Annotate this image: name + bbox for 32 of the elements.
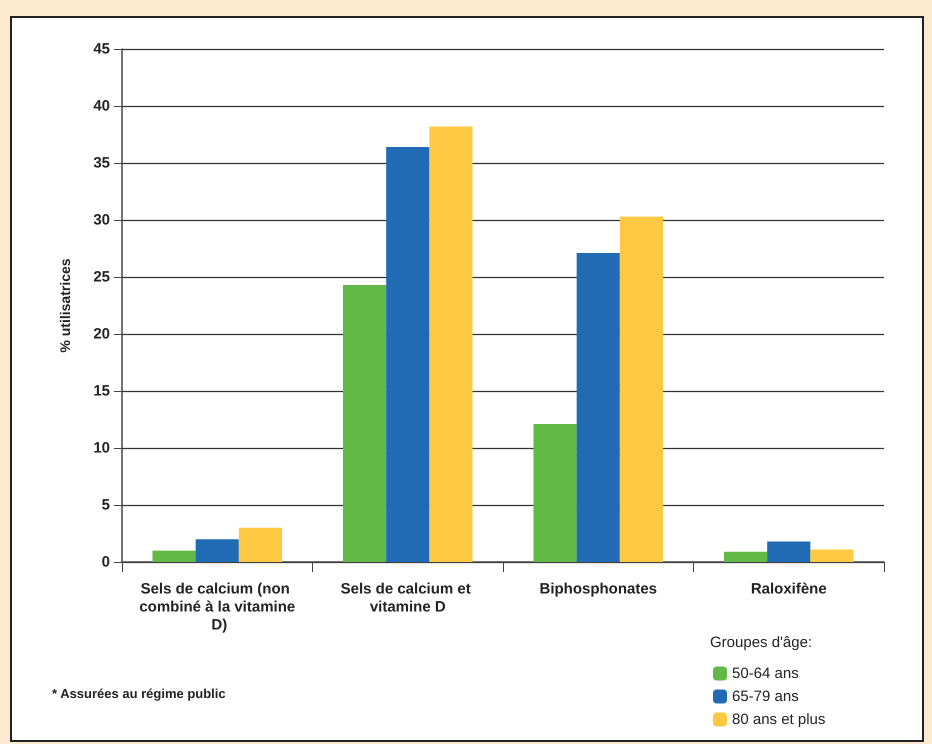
y-tick-label: 10 [93,440,110,456]
bar [386,147,430,562]
y-tick-label: 20 [93,326,110,342]
bar [810,549,854,562]
bar [576,253,620,562]
bar [620,216,664,562]
y-tick-label: 35 [93,154,110,172]
y-tick-label: 15 [93,382,110,400]
x-tick-label: Sels de calcium (non combiné à la vitamine D) [139,580,296,634]
y-tick-label: 25 [93,268,110,286]
y-tick-label: 0 [102,554,110,570]
y-tick-label: 45 [93,40,110,58]
y-tick-label: 5 [102,496,110,514]
bar [724,552,768,562]
x-tick-label: Raloxifène [750,580,827,598]
legend-label: 80 ans et plus [732,711,826,728]
text: * Assurées au régime public [52,686,226,701]
bar [767,541,810,562]
bar [429,126,473,562]
x-tick-label: Sels de calcium et vitamine D [340,580,475,616]
y-axis-title: % utilisatrices [57,258,73,353]
bar [238,528,282,562]
x-tick-label: Biphosphonates [539,580,658,598]
legend-title: Groupes d'âge: [710,634,812,651]
bar [533,424,577,562]
legend-label: 50-64 ans [732,665,799,682]
bar [152,550,196,562]
bar [342,284,386,562]
legend-label: 65-79 ans [732,688,799,705]
bar [196,539,239,562]
y-tick-label: 30 [93,212,110,228]
y-tick-label: 40 [93,98,110,114]
